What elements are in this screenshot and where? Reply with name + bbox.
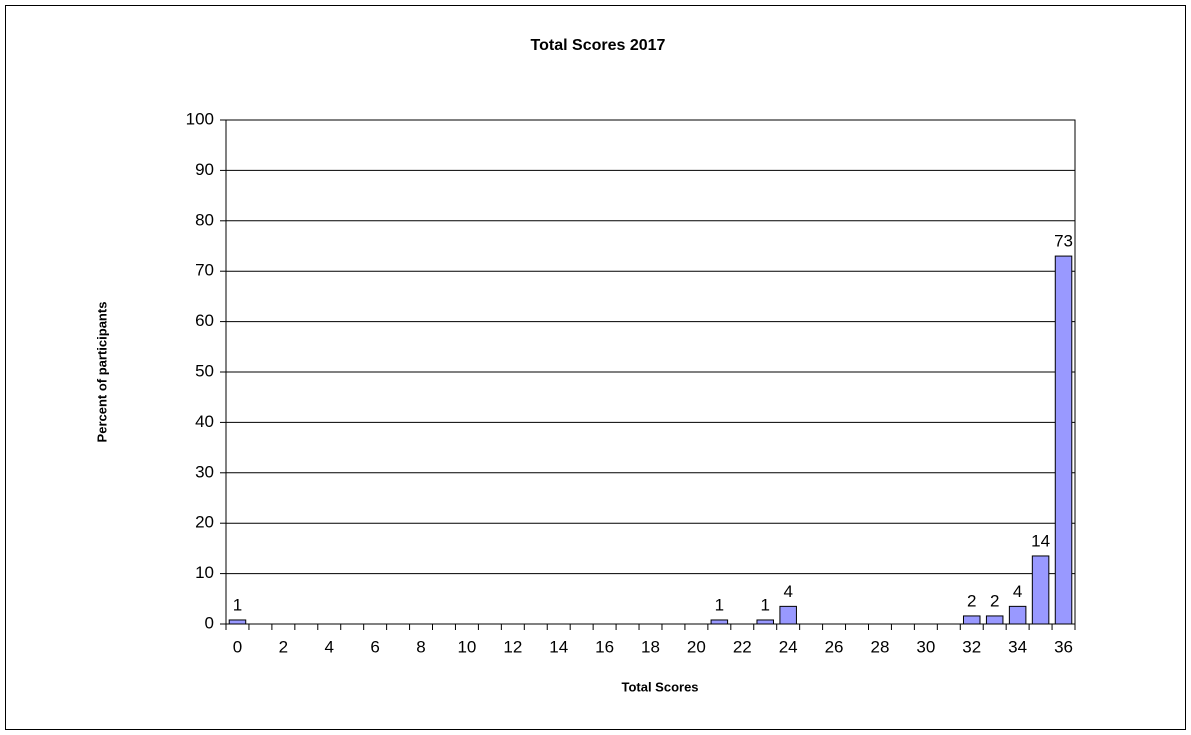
bar — [779, 605, 797, 625]
x-tick-label: 6 — [370, 637, 379, 656]
x-tick-label: 26 — [825, 637, 844, 656]
y-tick-label: 80 — [195, 210, 214, 229]
bar — [756, 619, 774, 625]
x-tick-label: 30 — [916, 637, 935, 656]
x-tick-label: 0 — [233, 637, 242, 656]
x-tick-label: 14 — [549, 637, 568, 656]
y-tick-label: 60 — [195, 311, 214, 330]
x-tick-label: 8 — [416, 637, 425, 656]
x-tick-label: 16 — [595, 637, 614, 656]
y-tick-label: 90 — [195, 160, 214, 179]
y-tick-label: 30 — [195, 462, 214, 481]
y-axis-title: Percent of participants — [94, 302, 109, 443]
x-tick-label: 18 — [641, 637, 660, 656]
data-label: 1 — [715, 595, 724, 614]
bar — [1031, 555, 1050, 625]
bar — [710, 619, 729, 625]
y-tick-label: 20 — [195, 513, 214, 532]
x-tick-label: 32 — [962, 637, 981, 656]
data-label: 4 — [783, 582, 792, 601]
y-tick-label: 40 — [195, 412, 214, 431]
x-tick-label: 36 — [1054, 637, 1073, 656]
x-tick-label: 22 — [733, 637, 752, 656]
chart-title: Total Scores 2017 — [531, 37, 666, 54]
bar — [228, 619, 247, 625]
y-tick-label: 50 — [195, 361, 214, 380]
x-tick-label: 20 — [687, 637, 706, 656]
x-tick-label: 2 — [279, 637, 288, 656]
y-tick-label: 70 — [195, 261, 214, 280]
y-tick-label: 0 — [205, 613, 214, 632]
x-tick-label: 28 — [870, 637, 889, 656]
data-label: 14 — [1031, 531, 1050, 550]
data-label: 4 — [1013, 582, 1022, 601]
bar — [1054, 255, 1073, 625]
x-tick-label: 4 — [325, 637, 334, 656]
y-tick-label: 100 — [186, 109, 214, 128]
bar — [985, 615, 1004, 625]
data-label: 1 — [760, 595, 769, 614]
chart-frame — [5, 5, 1186, 730]
x-tick-label: 10 — [457, 637, 476, 656]
data-label: 1 — [233, 595, 242, 614]
data-label: 2 — [990, 591, 999, 610]
data-label: 2 — [967, 591, 976, 610]
x-tick-label: 24 — [779, 637, 798, 656]
data-label: 73 — [1054, 232, 1073, 251]
y-tick-label: 10 — [195, 563, 214, 582]
x-tick-label: 34 — [1008, 637, 1027, 656]
x-axis-title: Total Scores — [621, 679, 698, 694]
bar — [962, 615, 981, 625]
x-tick-label: 12 — [503, 637, 522, 656]
bar — [1008, 605, 1027, 625]
